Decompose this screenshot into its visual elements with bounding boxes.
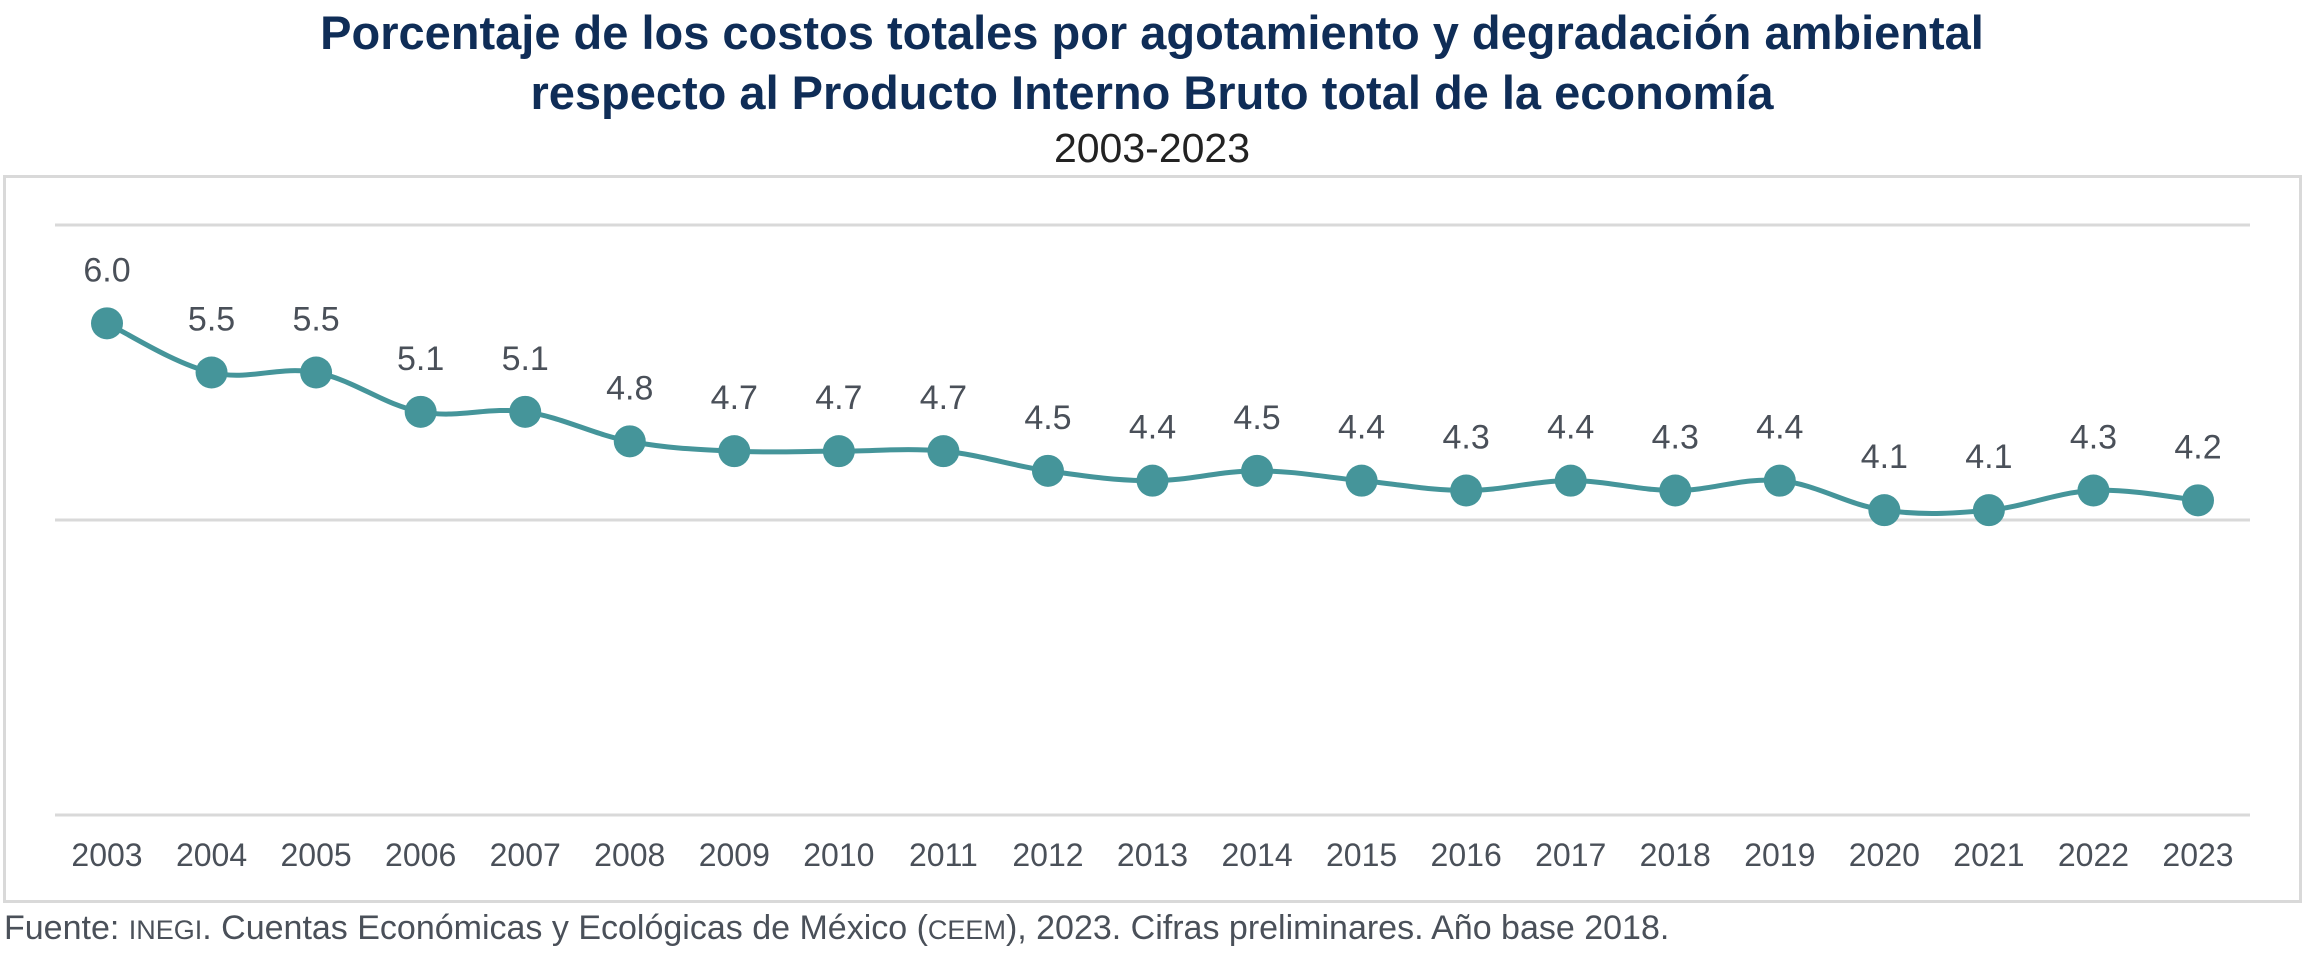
x-tick-label-2009: 2009 bbox=[699, 837, 770, 873]
source-abbr: CEEM bbox=[927, 915, 1006, 945]
x-axis-tick-labels: 2003 2004 2005 2006 2007 2008 2009 2010 2011 2012… bbox=[71, 837, 2233, 873]
data-points bbox=[91, 307, 2214, 527]
data-label-2017: 4.4 bbox=[1547, 409, 1594, 447]
x-tick-label-2017: 2017 bbox=[1535, 837, 1606, 873]
data-point-2008[interactable] bbox=[613, 425, 646, 458]
data-label-2009: 4.7 bbox=[711, 379, 758, 417]
data-point-2020[interactable] bbox=[1868, 494, 1901, 527]
chart-title-line-2: respecto al Producto Interno Bruto total… bbox=[530, 66, 1774, 119]
x-tick-label-2021: 2021 bbox=[1953, 837, 2024, 873]
data-label-2007: 5.1 bbox=[502, 340, 549, 378]
data-point-2023[interactable] bbox=[2182, 484, 2214, 517]
data-point-2017[interactable] bbox=[1554, 464, 1587, 497]
data-point-2009[interactable] bbox=[718, 435, 751, 468]
x-tick-label-2014: 2014 bbox=[1221, 837, 1292, 873]
x-tick-label-2006: 2006 bbox=[385, 837, 456, 873]
data-label-2012: 4.5 bbox=[1024, 399, 1071, 437]
data-point-2004[interactable] bbox=[195, 356, 228, 389]
data-point-2007[interactable] bbox=[509, 395, 542, 428]
data-label-2019: 4.4 bbox=[1756, 409, 1803, 447]
source-prefix: Fuente: bbox=[4, 909, 129, 947]
data-point-2011[interactable] bbox=[927, 435, 960, 468]
chart-subtitle: 2003-2023 bbox=[1053, 125, 1251, 171]
data-point-2016[interactable] bbox=[1450, 474, 1483, 507]
x-tick-label-2010: 2010 bbox=[803, 837, 874, 873]
chart-title-line-1: Porcentaje de los costos totales por ago… bbox=[320, 6, 1984, 59]
x-tick-label-2019: 2019 bbox=[1744, 837, 1815, 873]
data-point-2005[interactable] bbox=[300, 356, 333, 389]
x-tick-label-2015: 2015 bbox=[1326, 837, 1397, 873]
data-label-2011: 4.7 bbox=[920, 379, 967, 417]
data-label-2010: 4.7 bbox=[815, 379, 862, 417]
source-org: INEGI bbox=[128, 915, 203, 945]
x-tick-label-2022: 2022 bbox=[2058, 837, 2129, 873]
data-label-2023: 4.2 bbox=[2174, 428, 2221, 466]
chart-frame bbox=[3, 175, 2302, 903]
data-label-2008: 4.8 bbox=[606, 369, 653, 407]
x-tick-label-2005: 2005 bbox=[281, 837, 352, 873]
x-tick-label-2007: 2007 bbox=[490, 837, 561, 873]
x-tick-label-2012: 2012 bbox=[1012, 837, 1083, 873]
data-label-2006: 5.1 bbox=[397, 340, 444, 378]
data-point-2014[interactable] bbox=[1241, 454, 1274, 487]
source-text-2: ), 2023. Cifras preliminares. Año base 2… bbox=[1005, 909, 1670, 947]
data-label-2005: 5.5 bbox=[292, 301, 339, 339]
data-point-2006[interactable] bbox=[404, 395, 437, 428]
data-label-2016: 4.3 bbox=[1443, 419, 1490, 457]
data-point-2013[interactable] bbox=[1136, 464, 1169, 497]
data-label-2003: 6.0 bbox=[83, 251, 130, 289]
data-label-2018: 4.3 bbox=[1652, 419, 1699, 457]
data-point-2003[interactable] bbox=[91, 307, 123, 340]
x-tick-label-2004: 2004 bbox=[176, 837, 247, 873]
data-labels: 6.0 5.5 5.5 5.1 5.1 4.8 4.7 4.7 4.7 4.5 4.4 4.5 4.4 4… bbox=[83, 251, 2221, 476]
data-label-2020: 4.1 bbox=[1861, 438, 1908, 476]
x-tick-label-2016: 2016 bbox=[1431, 837, 1502, 873]
data-point-2019[interactable] bbox=[1763, 464, 1796, 497]
x-tick-label-2013: 2013 bbox=[1117, 837, 1188, 873]
source-note: Fuente: INEGI. Cuentas Económicas y Ecol… bbox=[4, 906, 1669, 952]
x-tick-label-2018: 2018 bbox=[1640, 837, 1711, 873]
x-tick-label-2023: 2023 bbox=[2162, 837, 2233, 873]
data-label-2015: 4.4 bbox=[1338, 409, 1385, 447]
data-point-2022[interactable] bbox=[2077, 474, 2110, 507]
data-label-2004: 5.5 bbox=[188, 301, 235, 339]
data-label-2013: 4.4 bbox=[1129, 409, 1176, 447]
data-point-2012[interactable] bbox=[1031, 454, 1064, 487]
data-label-2014: 4.5 bbox=[1233, 399, 1280, 437]
data-point-2021[interactable] bbox=[1972, 494, 2005, 527]
x-tick-label-2003: 2003 bbox=[71, 837, 142, 873]
data-point-2015[interactable] bbox=[1345, 464, 1378, 497]
data-point-2018[interactable] bbox=[1659, 474, 1692, 507]
source-text-1: . Cuentas Económicas y Ecológicas de Méx… bbox=[202, 909, 928, 947]
x-tick-label-2011: 2011 bbox=[909, 837, 978, 873]
data-point-2010[interactable] bbox=[822, 435, 855, 468]
gridlines bbox=[55, 223, 2250, 817]
x-tick-label-2008: 2008 bbox=[594, 837, 665, 873]
x-tick-label-2020: 2020 bbox=[1849, 837, 1920, 873]
data-label-2021: 4.1 bbox=[1965, 438, 2012, 476]
data-label-2022: 4.3 bbox=[2070, 419, 2117, 457]
